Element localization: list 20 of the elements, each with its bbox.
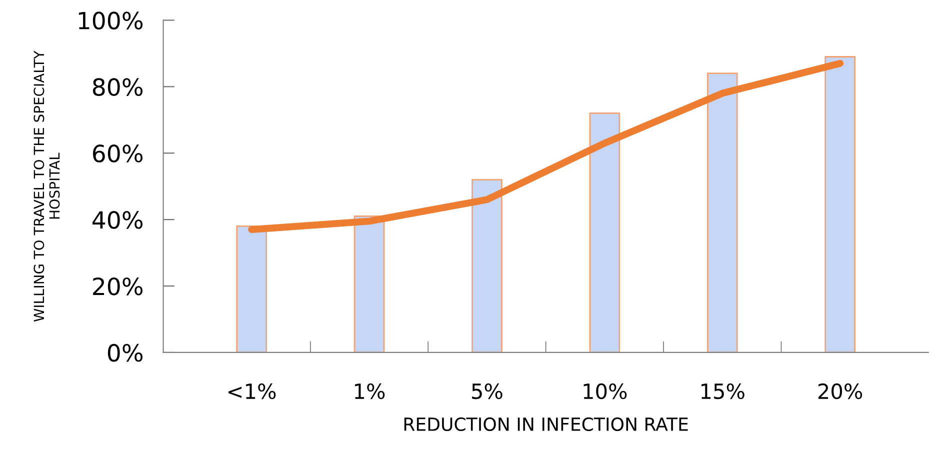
- bar: [706, 72, 738, 352]
- x-tick-label: 5%: [472, 383, 502, 400]
- x-tick-label: 1%: [355, 383, 385, 400]
- y-tick-label: 60%: [93, 144, 143, 162]
- bar: [589, 112, 620, 352]
- x-axis-title: REDUCTION IN INFECTION RATE: [404, 417, 688, 432]
- y-axis-title: WILLING TO TRAVEL TO THE SPECIALTY HOSPITAL: [34, 50, 60, 322]
- bar: [824, 56, 856, 352]
- x-tick-label: <1%: [228, 383, 276, 400]
- y-tick-label: 100%: [78, 12, 143, 30]
- bar: [354, 216, 385, 352]
- y-tick-label: 40%: [92, 211, 143, 229]
- y-tick-label: 0%: [108, 344, 143, 362]
- bar: [236, 226, 267, 352]
- y-tick-label: 20%: [93, 277, 143, 296]
- x-tick-label: 20%: [818, 383, 862, 400]
- x-tick-label: 10%: [584, 383, 627, 400]
- x-tick-label: 15%: [701, 383, 744, 400]
- bar: [472, 178, 502, 352]
- y-tick-label: 80%: [92, 78, 143, 96]
